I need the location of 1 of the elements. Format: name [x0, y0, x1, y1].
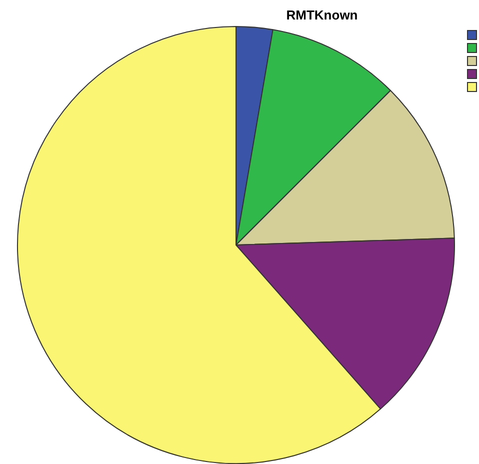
- chart-title: RMTKnown: [286, 8, 358, 23]
